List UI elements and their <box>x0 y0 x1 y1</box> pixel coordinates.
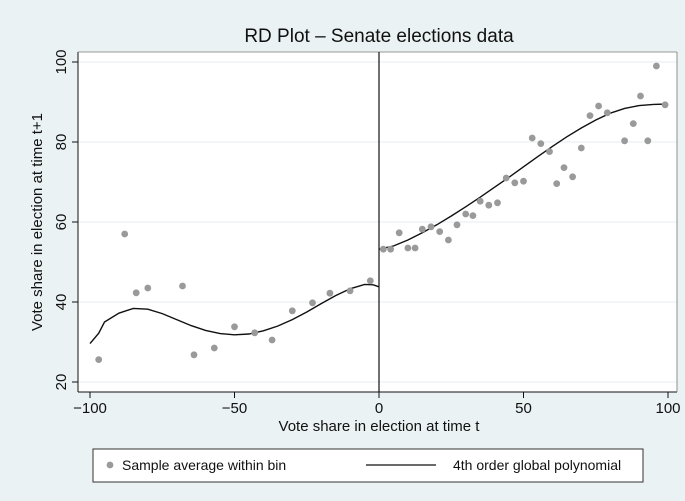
bin-point <box>553 180 561 188</box>
bin-point <box>528 134 536 142</box>
bin-point <box>621 137 628 145</box>
bin-point <box>95 356 103 363</box>
bin-point <box>366 277 374 285</box>
bin-point <box>445 236 452 244</box>
bin-point <box>144 284 152 292</box>
y-axis-label: Vote share in election at time t+1 <box>29 113 46 331</box>
bin-point <box>268 336 276 344</box>
x-tick-label: −50 <box>222 400 247 417</box>
grid-lines <box>78 61 677 383</box>
bin-point <box>326 289 334 297</box>
y-tick-label: 40 <box>53 294 70 311</box>
y-tick-label: 60 <box>53 214 70 231</box>
bin-point <box>190 351 198 359</box>
bin-point <box>494 199 501 207</box>
bin-point <box>132 289 140 297</box>
bin-point <box>379 245 387 253</box>
bin-point <box>453 221 461 229</box>
x-axis-label: Vote share in election at time t <box>279 418 481 435</box>
bin-point <box>346 287 354 295</box>
bin-point <box>395 229 403 237</box>
bin-point <box>569 173 576 181</box>
chart-title: RD Plot – Senate elections data <box>244 26 514 47</box>
bin-point <box>427 223 435 231</box>
bin-point <box>462 210 470 218</box>
bin-point <box>485 201 493 209</box>
bin-point <box>546 148 553 156</box>
bin-point <box>661 101 669 109</box>
bin-point <box>537 140 545 148</box>
x-tick-label: −100 <box>73 400 107 417</box>
x-tick-label: 0 <box>375 400 383 417</box>
bin-point <box>436 228 444 236</box>
y-tick-label: 20 <box>53 374 70 391</box>
bin-point <box>644 137 652 145</box>
ticks: −100 −50 0 50 100 20 40 60 80 100 <box>53 49 681 417</box>
bin-point <box>511 179 519 187</box>
bin-point <box>469 212 477 220</box>
legend-marker-points <box>106 461 114 469</box>
bin-point <box>502 174 510 182</box>
x-tick-label: 100 <box>655 400 680 417</box>
fit-segment <box>378 103 669 250</box>
bin-point <box>637 92 644 100</box>
legend-label-points: Sample average within bin <box>122 457 286 473</box>
bin-point <box>586 112 594 119</box>
bin-point <box>560 164 568 172</box>
legend-label-line: 4th order global polynomial <box>453 457 621 473</box>
y-tick-label: 80 <box>53 134 70 151</box>
bin-averages <box>95 62 669 363</box>
bin-point <box>595 102 602 110</box>
x-tick-label: 50 <box>515 400 532 417</box>
bin-point <box>121 230 129 238</box>
bin-point <box>210 344 218 352</box>
bin-point <box>404 244 412 252</box>
bin-point <box>629 120 637 127</box>
bin-point <box>418 225 426 233</box>
bin-point <box>231 323 238 331</box>
bin-point <box>411 244 419 252</box>
bin-point <box>288 307 296 315</box>
bin-point <box>179 282 186 290</box>
bin-point <box>387 245 394 253</box>
bin-point <box>577 144 585 152</box>
fit-segment <box>89 283 380 345</box>
polynomial-fit <box>89 103 669 345</box>
bin-point <box>603 109 611 117</box>
legend: Sample average within bin 4th order glob… <box>92 448 644 483</box>
bin-point <box>476 197 484 205</box>
y-tick-label: 100 <box>53 49 70 74</box>
bin-point <box>520 177 527 185</box>
bin-point <box>653 62 660 70</box>
bin-point <box>251 329 259 337</box>
bin-point <box>309 299 316 307</box>
